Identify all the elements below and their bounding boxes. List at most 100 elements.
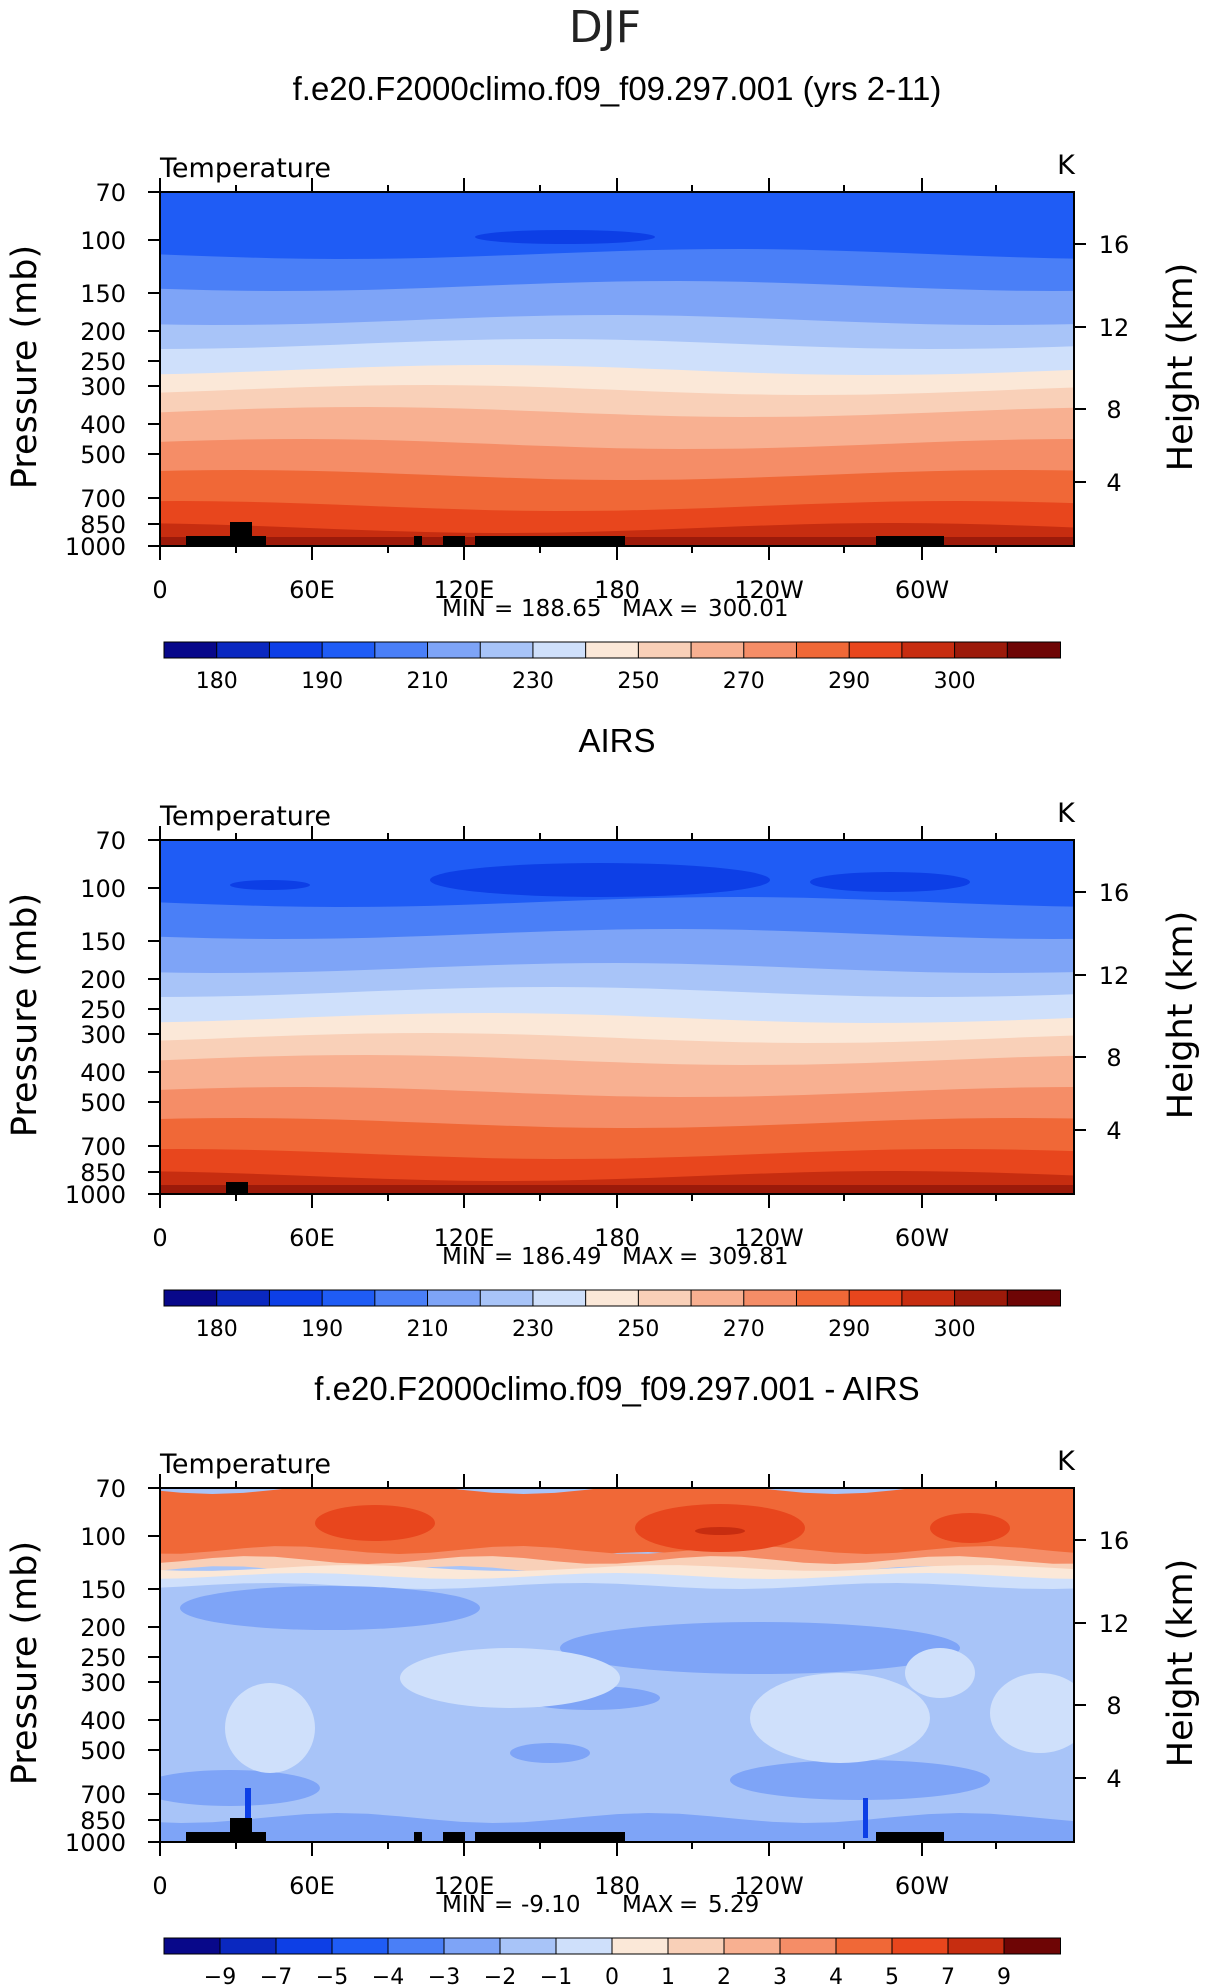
y2-axis-title: Height (km) (1161, 1559, 1201, 1768)
colorbar-swatch (954, 1289, 1009, 1307)
topography (226, 1182, 248, 1194)
colorbar-swatch (743, 641, 798, 659)
contour-band (160, 929, 1074, 980)
y-tick-label: 500 (80, 1737, 126, 1765)
max-equals: = (679, 596, 698, 622)
cold-core (230, 880, 310, 890)
colorbar-label: −7 (260, 1965, 292, 1987)
contour-band (160, 897, 1074, 945)
colorbar-label: −3 (428, 1965, 460, 1987)
colorbar-swatch (667, 1937, 725, 1955)
max-value: 300.01 (708, 596, 788, 622)
x-tick-label: 60W (895, 1872, 949, 1900)
x-tick-label: 120W (734, 576, 804, 604)
colorbar-label: 4 (829, 1965, 843, 1987)
colorbar-swatch (835, 1937, 893, 1955)
units-label: K (1057, 798, 1076, 829)
contour-patch (180, 1586, 480, 1630)
max-label: MAX (622, 1892, 674, 1918)
colorbar-label: 230 (512, 669, 554, 694)
colorbar-swatch (779, 1937, 837, 1955)
min-equals: = (494, 1244, 513, 1270)
colorbar-swatch (901, 641, 956, 659)
colorbar-swatch (427, 641, 482, 659)
colorbar-label: 250 (617, 1317, 659, 1342)
y-tick-label: 300 (80, 373, 126, 401)
y-tick-label: 850 (80, 1159, 126, 1187)
colorbar-label: 250 (617, 669, 659, 694)
y-tick-label: 250 (80, 1644, 126, 1672)
colorbar-label: 300 (934, 1317, 976, 1342)
contour-band (160, 365, 1074, 403)
y-tick-label: 500 (80, 441, 126, 469)
cold-core (475, 230, 655, 244)
variable-label: Temperature (159, 153, 331, 184)
colorbar-swatch (216, 641, 271, 659)
contour-patch (245, 1788, 251, 1833)
topography (230, 1818, 252, 1842)
units-label: K (1057, 150, 1076, 181)
contour-patch (730, 1760, 990, 1800)
contour-field (160, 1488, 1074, 1842)
y2-tick-label: 12 (1099, 314, 1130, 342)
y-tick-label: 200 (80, 318, 126, 346)
contour-patch (750, 1673, 930, 1763)
topography (475, 536, 625, 546)
y-tick-label: 70 (95, 827, 126, 855)
min-label: MIN (442, 1244, 486, 1270)
colorbar-label: 290 (828, 669, 870, 694)
contour-patch (560, 1622, 960, 1674)
contour-patch (225, 1683, 315, 1773)
colorbar-swatch (555, 1937, 613, 1955)
variable-label: Temperature (159, 1449, 331, 1480)
y2-tick-label: 4 (1106, 1765, 1121, 1793)
colorbar-swatch (795, 1289, 851, 1307)
x-tick-label: 60W (895, 576, 949, 604)
colorbar-swatch (585, 641, 640, 659)
colorbar-swatch (690, 641, 745, 659)
max-label: MAX (622, 596, 674, 622)
colorbar-label: −1 (540, 1965, 572, 1987)
topography (443, 536, 465, 546)
colorbar-swatch (268, 641, 324, 659)
topography (443, 1832, 465, 1842)
contour-band (160, 1013, 1074, 1051)
contour-band (160, 249, 1074, 297)
colorbar-label: −4 (372, 1965, 404, 1987)
colorbar-label: 0 (605, 1965, 619, 1987)
y-axis-title: Pressure (mb) (5, 245, 45, 489)
min-label: MIN (442, 596, 486, 622)
y-tick-label: 200 (80, 966, 126, 994)
x-tick-label: 60E (289, 1224, 335, 1252)
topography (876, 1832, 944, 1842)
topography (414, 1832, 422, 1842)
panel-3: f.e20.F2000climo.f09_f09.297.001 - AIRS T… (5, 1370, 1201, 1987)
colorbar-swatch (690, 1289, 745, 1307)
contour-patch (990, 1673, 1074, 1753)
contour-field (160, 840, 1074, 1194)
min-equals: = (494, 596, 513, 622)
topography (414, 536, 422, 546)
colorbar-swatch (163, 1289, 218, 1307)
y-tick-label: 300 (80, 1669, 126, 1697)
y2-tick-label: 16 (1099, 231, 1130, 259)
contour-band (160, 281, 1074, 332)
min-value: -9.10 (521, 1892, 581, 1918)
x-tick-label: 60E (289, 1872, 335, 1900)
colorbar-swatch (637, 1289, 693, 1307)
colorbar-swatch (387, 1937, 445, 1955)
colorbar-swatch (723, 1937, 781, 1955)
colorbar-swatch (331, 1937, 389, 1955)
x-tick-label: 180 (594, 1872, 640, 1900)
topography (186, 536, 266, 546)
colorbar-swatch (611, 1937, 669, 1955)
y2-tick-label: 12 (1099, 1610, 1130, 1638)
topography (475, 1832, 625, 1842)
y-tick-label: 850 (80, 1807, 126, 1835)
x-tick-label: 120W (734, 1872, 804, 1900)
colorbar-label: 190 (301, 1317, 343, 1342)
y-tick-label: 150 (80, 928, 126, 956)
y2-tick-label: 12 (1099, 962, 1130, 990)
